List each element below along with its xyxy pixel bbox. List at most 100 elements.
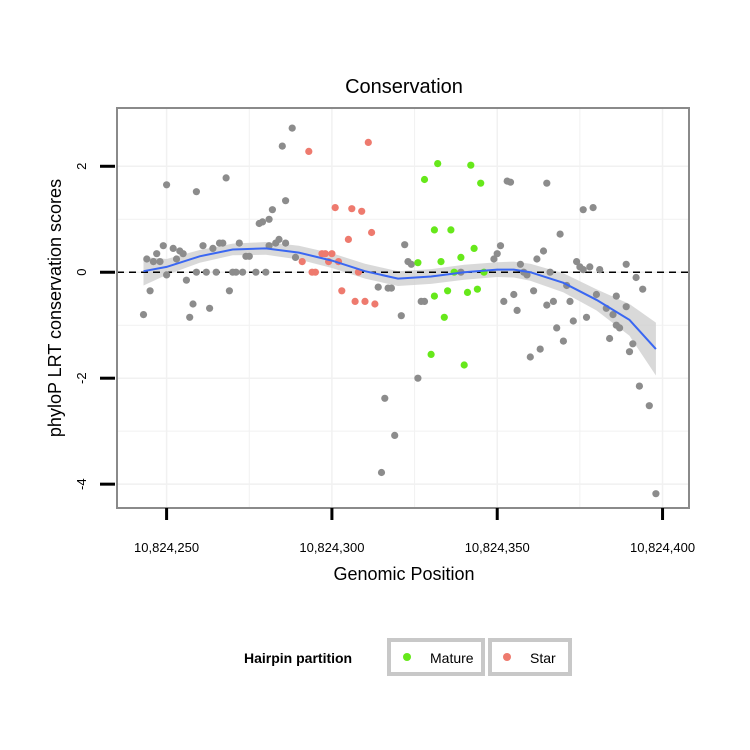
legend: Hairpin partition Mature Star [244, 638, 572, 676]
point-other [566, 297, 574, 305]
point-mature [444, 287, 452, 295]
legend-label-star: Star [530, 650, 556, 666]
point-other [556, 230, 564, 238]
y-tick-label: 0 [74, 269, 89, 276]
point-other [582, 313, 591, 321]
point-mature [447, 226, 455, 234]
point-other [143, 255, 151, 263]
point-other [539, 247, 548, 255]
point-other [192, 188, 200, 196]
point-star [351, 297, 359, 305]
point-other [209, 244, 217, 252]
point-other [235, 239, 243, 247]
point-other [212, 268, 220, 276]
point-other [387, 284, 395, 292]
point-mature [463, 288, 472, 296]
point-mature [427, 350, 435, 358]
point-other [553, 324, 561, 332]
point-other [153, 250, 161, 258]
point-other [526, 353, 534, 361]
point-mature [457, 253, 465, 261]
point-star [344, 235, 352, 243]
point-other [189, 300, 197, 308]
point-other [179, 250, 187, 258]
point-other [169, 244, 177, 252]
point-other [609, 311, 617, 319]
point-star [358, 207, 366, 215]
point-other [612, 292, 620, 300]
point-star [305, 147, 313, 155]
y-tick-label: -2 [74, 372, 89, 384]
smooth-fit-line [143, 247, 657, 350]
point-other [139, 311, 148, 319]
x-tick-label: 10,824,250 [134, 540, 199, 555]
point-star [368, 228, 376, 237]
point-other [265, 215, 273, 223]
point-other [536, 345, 544, 353]
point-other [225, 287, 233, 295]
smooth-line-layer [143, 247, 657, 350]
point-other [549, 297, 558, 305]
point-star [364, 138, 372, 146]
point-other [381, 394, 389, 402]
point-other [635, 382, 644, 390]
point-other [288, 124, 296, 132]
point-other [258, 218, 267, 226]
y-axis-title: phyloP LRT conservation scores [45, 179, 65, 437]
point-other [510, 290, 518, 299]
point-mature [420, 175, 429, 184]
gridlines [117, 108, 689, 508]
point-star [348, 205, 356, 213]
point-other [199, 242, 207, 250]
point-other [569, 317, 577, 325]
point-other [182, 276, 190, 284]
point-other [186, 313, 194, 321]
point-other [377, 468, 386, 477]
point-star [311, 268, 319, 276]
legend-label-mature: Mature [430, 650, 474, 666]
point-star [361, 297, 369, 305]
point-mature [414, 259, 422, 267]
point-other [222, 174, 230, 182]
point-star [371, 300, 379, 308]
point-other [149, 258, 157, 266]
point-mature [434, 160, 442, 168]
point-other [533, 255, 541, 263]
point-other [513, 306, 521, 314]
point-star [321, 250, 329, 258]
point-other [278, 142, 286, 150]
point-star [338, 287, 346, 295]
legend-key-mature [403, 653, 411, 661]
point-other [490, 255, 498, 263]
x-axis-title: Genomic Position [333, 564, 474, 584]
point-star [331, 204, 339, 212]
x-tick-label: 10,824,400 [630, 540, 695, 555]
y-tick-label: 2 [74, 163, 89, 170]
point-mature [477, 179, 485, 187]
point-other [616, 324, 624, 332]
point-other [245, 252, 253, 260]
point-other [156, 258, 164, 266]
point-other [163, 271, 171, 279]
point-other [252, 268, 260, 276]
point-other [596, 266, 604, 274]
point-mature [467, 161, 475, 169]
point-other [516, 260, 525, 268]
point-mature [437, 258, 445, 266]
point-star [328, 250, 336, 258]
point-other [192, 268, 200, 276]
legend-box-mature [387, 638, 485, 676]
x-tick-label: 10,824,300 [299, 540, 364, 555]
point-other [268, 206, 276, 214]
plot-border [116, 107, 690, 509]
point-other [622, 303, 630, 311]
point-other [163, 181, 171, 189]
point-other [397, 312, 405, 320]
y-tick-label: -4 [74, 478, 89, 490]
point-other [275, 235, 283, 243]
point-other [496, 242, 505, 250]
point-other [606, 334, 614, 343]
chart-title: Conservation [345, 76, 463, 98]
point-other [632, 273, 640, 282]
point-other [546, 268, 554, 276]
